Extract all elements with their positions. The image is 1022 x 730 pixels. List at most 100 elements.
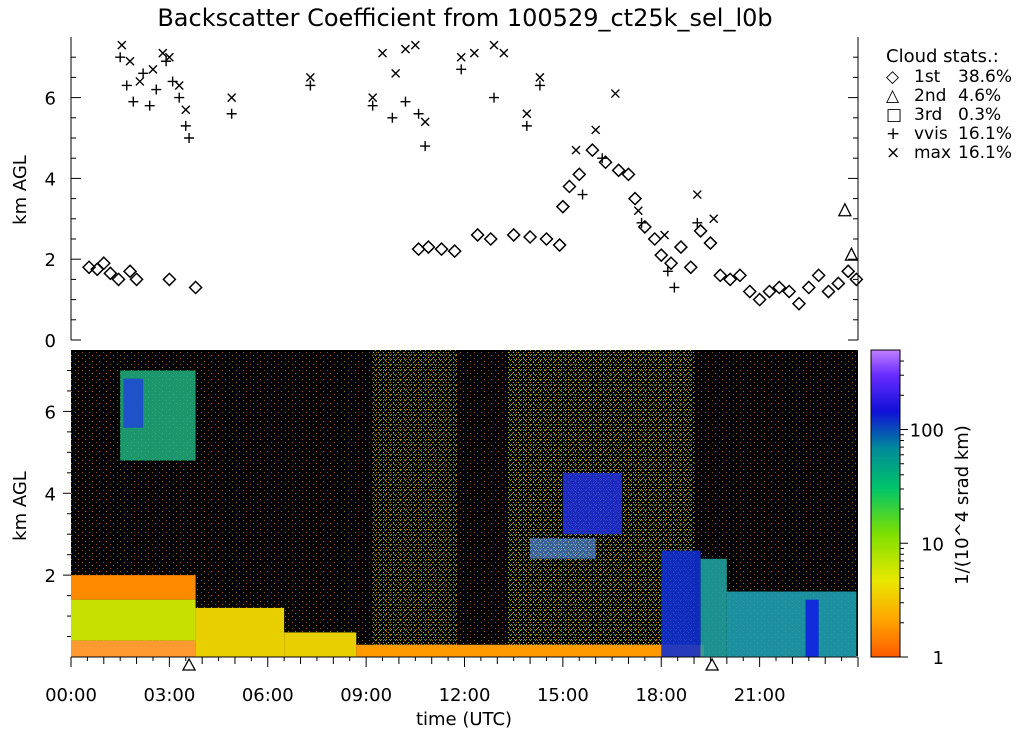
point-max [181,105,191,115]
point-vvis [636,217,647,228]
point-1st [664,256,679,271]
heatmap-boundary-layer [71,640,196,657]
point-max [117,40,127,50]
x-tick-label: 15:00 [537,685,589,706]
heatmap-cloud-layer [805,599,819,657]
heatmap-cloud-layer [726,591,857,657]
point-max [368,93,378,103]
point-max [633,206,643,216]
point-vvis [387,112,398,123]
legend-value: 16.1% [958,143,1012,163]
time-markers [181,657,720,671]
legend-value: 0.3% [958,105,1001,125]
cloud-base-panel: 0 2 4 6 km AGL [10,37,864,352]
point-1st [801,280,816,295]
heatmap-cloud-layer [123,378,144,428]
heatmap-y-tick-label: 6 [45,402,56,423]
point-vvis [144,100,155,111]
heatmap-cloud-layer [700,558,727,657]
point-max [692,190,702,200]
heatmap-boundary-layer [284,632,357,657]
cloud-base-markers [81,40,864,311]
top-y-tick-label: 4 [45,169,56,190]
x-tick-label: 09:00 [340,685,392,706]
time-axis-labels: 00:00 03:00 06:00 09:00 12:00 15:00 18:00 21:00 [45,685,786,706]
top-y-tick-label: 6 [45,89,56,110]
heatmap-noise-band [372,350,458,657]
legend-symbol: + [886,124,900,144]
colorbar-tick-label: 1 [933,648,944,669]
point-max [135,76,145,86]
heatmap-ticks [63,369,859,667]
point-max [400,44,410,54]
point-vvis [489,92,500,103]
x-tick-label: 18:00 [635,685,687,706]
point-1st [598,155,613,170]
x-tick-label: 00:00 [45,685,97,706]
point-vvis [367,100,378,111]
point-1st [811,268,826,283]
point-1st [421,240,436,255]
point-1st [673,240,688,255]
point-max [227,93,237,103]
point-1st [483,231,498,247]
heatmap-boundary-layer [195,607,285,657]
heatmap-cloud-layer [562,472,622,535]
point-2nd [844,246,859,261]
top-panel-ticks [71,56,858,341]
point-1st [447,244,462,259]
legend-symbol: △ [886,86,900,106]
point-vvis [534,80,545,91]
point-1st [637,219,652,234]
point-1st [506,227,521,243]
point-1st [621,167,636,182]
x-tick-label: 12:00 [439,685,491,706]
point-vvis [521,120,532,131]
point-1st [762,284,777,299]
point-max [420,117,430,127]
point-vvis [400,96,411,107]
legend-symbol: ◇ [886,67,900,87]
point-max [410,40,420,50]
point-1st [849,272,864,287]
heatmap-cloud-layer [530,538,596,559]
point-1st [585,143,600,158]
point-1st [683,260,698,275]
point-vvis [128,96,139,107]
point-1st [693,223,708,238]
point-1st [122,264,138,279]
heatmap-bands [71,350,858,657]
colorbar-ticks: 1 10 100 [900,360,944,669]
point-max [164,52,174,62]
legend-label: 3rd [914,105,942,125]
point-vvis [597,153,608,164]
point-1st [470,227,485,243]
point-1st [434,242,449,257]
point-vvis [180,120,191,131]
cloud-stats-legend: Cloud stats.: ◇ 1st 38.6% △ 2nd 4.6% □ 3rd 0.3% +… [886,46,1012,163]
backscatter-heatmap-panel: 2 4 6 00:00 03:00 06:00 09:00 12:00 15:00 18:00 2… [10,350,859,730]
point-1st [723,272,738,287]
point-1st [654,248,669,263]
point-vvis [669,282,680,293]
point-1st [81,260,97,275]
colorbar-tick-label: 10 [921,534,944,555]
point-1st [552,237,567,253]
point-1st [562,179,577,194]
point-1st [96,256,111,271]
legend-symbol: □ [886,105,902,125]
legend-title: Cloud stats.: [886,46,999,67]
point-vvis [138,68,149,79]
point-vvis [662,266,673,277]
point-max [709,214,719,224]
point-1st [841,264,856,279]
point-1st [539,231,554,247]
point-max [610,89,620,99]
point-1st [752,292,767,307]
colorbar-label: 1/(10^4 srad km) [952,425,973,585]
heatmap-boundary-layer [71,599,196,641]
point-max [148,64,158,74]
point-max [522,109,532,119]
point-1st [732,268,748,283]
